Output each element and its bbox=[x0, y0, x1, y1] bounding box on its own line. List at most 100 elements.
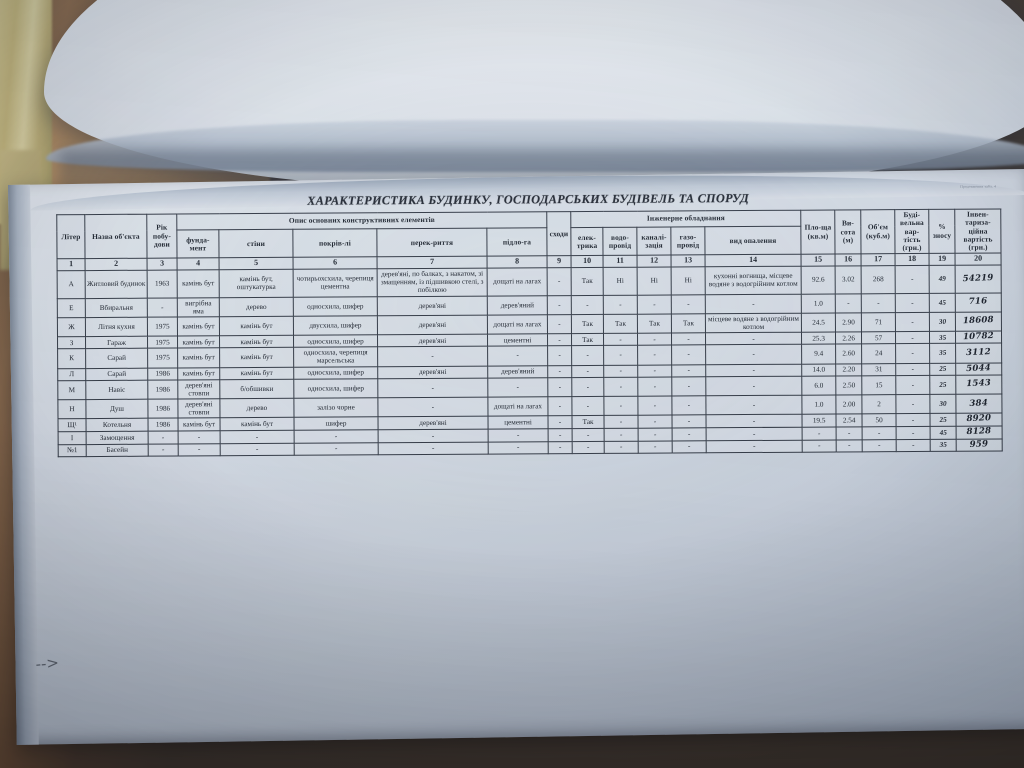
cell-walls: - bbox=[220, 430, 295, 444]
cell-floor: цементні bbox=[487, 416, 549, 430]
cell-inventory-cost: 5044 bbox=[955, 362, 1002, 376]
cell-roof: односхила, шифер bbox=[293, 334, 378, 348]
cell-foundation: - bbox=[178, 443, 221, 457]
cell-build-cost: - bbox=[895, 343, 930, 364]
cell-floor: - bbox=[488, 428, 549, 442]
column-number-1: 1 bbox=[57, 258, 86, 272]
cell-stairs: - bbox=[548, 416, 573, 429]
cell-water: Ні bbox=[603, 267, 638, 295]
cell-ceiling: - bbox=[377, 346, 488, 367]
col-header-6: покрів-лі bbox=[292, 229, 378, 258]
cell-area: - bbox=[802, 439, 837, 453]
cell-electric: - bbox=[571, 364, 604, 378]
cell-sewer: - bbox=[638, 428, 673, 441]
cell-inventory-cost: 18608 bbox=[955, 311, 1002, 332]
cell-name: Душ bbox=[85, 399, 149, 419]
cell-height: - bbox=[835, 293, 862, 313]
cell-name: Навіс bbox=[85, 380, 148, 400]
wear-value: 49 bbox=[938, 275, 947, 284]
cell-gas: Так bbox=[671, 313, 706, 333]
cell-stairs: - bbox=[548, 441, 573, 455]
cell-foundation: - bbox=[178, 430, 221, 444]
cell-wear: 30 bbox=[929, 394, 957, 414]
cell-water: - bbox=[604, 415, 639, 429]
cell-area: 25.3 bbox=[801, 331, 836, 345]
cell-volume: 31 bbox=[861, 363, 896, 376]
cell-walls: камінь бут, оштукатурка bbox=[219, 269, 294, 298]
cell-roof: - bbox=[294, 442, 379, 456]
cell-gas: Ні bbox=[671, 267, 706, 295]
cell-water: - bbox=[603, 294, 638, 315]
cell-build-cost: - bbox=[895, 362, 930, 376]
col-header-17: Об'єм (куб.м) bbox=[860, 209, 896, 255]
cell-sewer: - bbox=[637, 377, 672, 397]
wear-value: 30 bbox=[939, 399, 947, 409]
column-number-8: 8 bbox=[487, 256, 548, 269]
wear-value: 45 bbox=[939, 428, 948, 437]
cell-water: - bbox=[604, 428, 639, 442]
cell-roof: односхила, шифер bbox=[293, 378, 378, 399]
column-number-15: 15 bbox=[801, 254, 836, 267]
cell-year: 1975 bbox=[147, 316, 178, 336]
cell-heating: - bbox=[706, 414, 803, 428]
col-header-2: Назва об'єкта bbox=[84, 214, 148, 259]
cell-heating: кухонні вогнища, місцеве водяне з водогр… bbox=[705, 266, 802, 295]
cell-roof: односхила, шифер bbox=[293, 366, 378, 380]
cell-litera: Н bbox=[57, 399, 87, 420]
cell-year: 1963 bbox=[147, 270, 178, 298]
cell-gas: - bbox=[671, 396, 707, 416]
wear-value: 25 bbox=[939, 415, 947, 425]
cell-foundation: дерев'яні стовпи bbox=[177, 379, 220, 400]
cell-height: 2.54 bbox=[836, 414, 863, 428]
cell-volume: - bbox=[862, 439, 897, 453]
cell-height: 3.02 bbox=[835, 266, 862, 294]
cell-water: - bbox=[603, 332, 638, 346]
handwritten-value: 8128 bbox=[966, 426, 992, 438]
document-page: Продовження табл. 4 ХАРАКТЕРИСТИКА БУДИН… bbox=[8, 168, 1024, 745]
cell-ceiling: - bbox=[378, 441, 489, 456]
column-number-19: 19 bbox=[929, 253, 956, 266]
col-header-14: вид опалення bbox=[704, 226, 802, 256]
group-header-engineering: Інженерне обладнання bbox=[570, 210, 801, 228]
cell-ceiling: дерев'яні bbox=[377, 295, 488, 316]
column-number-2: 2 bbox=[85, 258, 148, 271]
col-header-11: водо-провід bbox=[602, 227, 638, 256]
cell-name: Літня кухня bbox=[85, 316, 148, 337]
wear-value: 25 bbox=[939, 380, 947, 390]
cell-wear: 35 bbox=[929, 343, 956, 363]
cell-height: - bbox=[836, 439, 863, 453]
cell-foundation: камінь бут bbox=[177, 348, 220, 368]
cell-inventory-cost: 384 bbox=[955, 394, 1003, 414]
col-header-3: Рік побу-дови bbox=[146, 214, 178, 259]
cell-name: Гараж bbox=[85, 335, 148, 349]
cell-inventory-cost: 716 bbox=[955, 292, 1002, 312]
cell-wear: 49 bbox=[929, 265, 956, 293]
cell-area: - bbox=[802, 427, 837, 440]
cell-area: 1.0 bbox=[801, 395, 837, 415]
cell-sewer: Так bbox=[637, 313, 672, 333]
col-header-12: каналі-зація bbox=[636, 227, 672, 256]
cell-floor: дерев'яний bbox=[487, 295, 548, 315]
cell-area: 14.0 bbox=[801, 363, 836, 377]
cell-water: - bbox=[604, 440, 639, 454]
cell-year: 1986 bbox=[147, 380, 178, 400]
cell-name: Басейн bbox=[86, 443, 149, 457]
cell-stairs: - bbox=[547, 314, 572, 334]
cell-area: 1.0 bbox=[801, 293, 836, 313]
cell-electric: - bbox=[571, 377, 604, 397]
cell-build-cost: - bbox=[896, 426, 931, 440]
cell-litera: К bbox=[57, 348, 86, 369]
cell-sewer: Ні bbox=[637, 267, 672, 295]
col-header-20: Інвен-таризa-ційна вартість (грн.) bbox=[954, 208, 1002, 254]
column-number-14: 14 bbox=[705, 254, 802, 268]
col-header-1: Літер bbox=[56, 214, 86, 260]
cell-foundation: камінь бут bbox=[177, 316, 220, 336]
cell-volume: - bbox=[861, 293, 896, 313]
cell-height: - bbox=[836, 426, 863, 440]
cell-gas: - bbox=[672, 427, 707, 441]
cell-walls: камінь бут bbox=[219, 315, 294, 336]
cell-inventory-cost: 54219 bbox=[955, 265, 1002, 293]
cell-height: 2.20 bbox=[835, 363, 862, 377]
cell-litera: Е bbox=[57, 298, 86, 318]
cell-year: 1975 bbox=[147, 348, 178, 368]
